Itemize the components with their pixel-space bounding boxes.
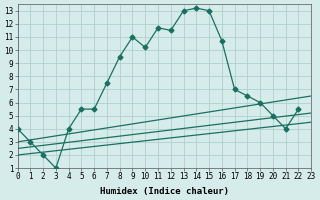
- X-axis label: Humidex (Indice chaleur): Humidex (Indice chaleur): [100, 187, 229, 196]
